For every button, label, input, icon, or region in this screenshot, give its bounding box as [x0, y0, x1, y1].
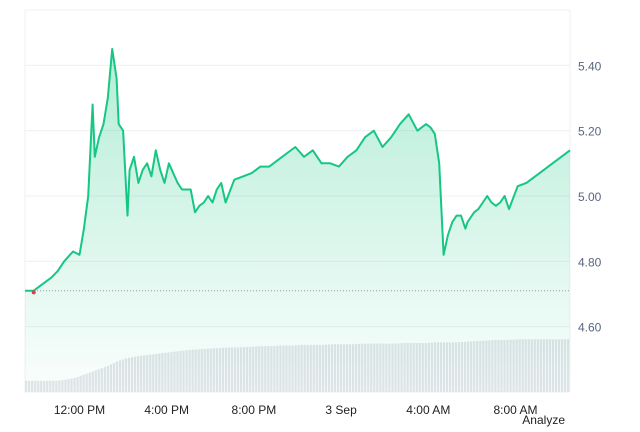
price-series-line: [25, 48, 571, 292]
start-marker: [31, 290, 36, 295]
x-tick-label: 8:00 AM: [493, 403, 537, 417]
x-tick-label: 8:00 PM: [232, 403, 277, 417]
x-axis-labels: 12:00 PM 4:00 PM 8:00 PM 3 Sep 4:00 AM 8:00 A…: [54, 403, 538, 417]
y-tick-label: 5.00: [578, 190, 602, 204]
analyze-link[interactable]: Analyze: [522, 413, 565, 427]
price-area: [25, 49, 570, 392]
y-tick-label: 5.20: [578, 125, 602, 139]
y-tick-label: 4.80: [578, 255, 602, 269]
x-tick-label: 12:00 PM: [54, 403, 105, 417]
x-tick-label: 3 Sep: [325, 403, 357, 417]
price-line: [25, 48, 571, 292]
y-axis-labels: 5.40 5.20 5.00 4.80 4.60: [578, 59, 602, 334]
x-tick-label: 4:00 PM: [144, 403, 189, 417]
y-tick-label: 5.40: [578, 59, 602, 73]
start-point-marker: [31, 290, 36, 295]
price-area-fill: [25, 49, 570, 392]
x-tick-label: 4:00 AM: [406, 403, 450, 417]
y-tick-label: 4.60: [578, 321, 602, 335]
